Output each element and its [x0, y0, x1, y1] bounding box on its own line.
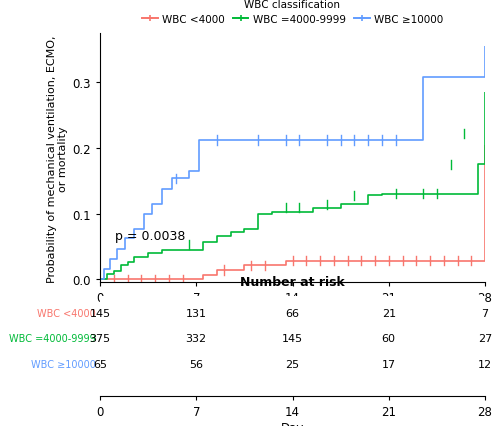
Text: 21: 21: [382, 308, 396, 318]
Text: WBC =4000-9999: WBC =4000-9999: [10, 334, 96, 343]
X-axis label: Day: Day: [281, 421, 304, 426]
Text: 145: 145: [90, 308, 110, 318]
Y-axis label: Probability of mechanical ventilation, ECMO,
or mortality: Probability of mechanical ventilation, E…: [46, 35, 68, 282]
Text: 66: 66: [286, 308, 300, 318]
Text: 65: 65: [93, 359, 107, 369]
Text: 56: 56: [189, 359, 203, 369]
Text: 145: 145: [282, 334, 303, 343]
Text: 375: 375: [90, 334, 110, 343]
X-axis label: Day: Day: [281, 310, 304, 323]
Text: 131: 131: [186, 308, 207, 318]
Text: 27: 27: [478, 334, 492, 343]
Text: 12: 12: [478, 359, 492, 369]
Text: 60: 60: [382, 334, 396, 343]
Text: Number at risk: Number at risk: [240, 276, 345, 289]
Text: WBC ≥10000: WBC ≥10000: [32, 359, 96, 369]
Text: p = 0.0038: p = 0.0038: [116, 229, 186, 242]
Text: 332: 332: [186, 334, 207, 343]
Legend: WBC <4000, WBC =4000-9999, WBC ≥10000: WBC <4000, WBC =4000-9999, WBC ≥10000: [138, 0, 447, 29]
Text: WBC <4000: WBC <4000: [38, 308, 96, 318]
Text: 7: 7: [482, 308, 488, 318]
Text: 25: 25: [286, 359, 300, 369]
Text: 17: 17: [382, 359, 396, 369]
